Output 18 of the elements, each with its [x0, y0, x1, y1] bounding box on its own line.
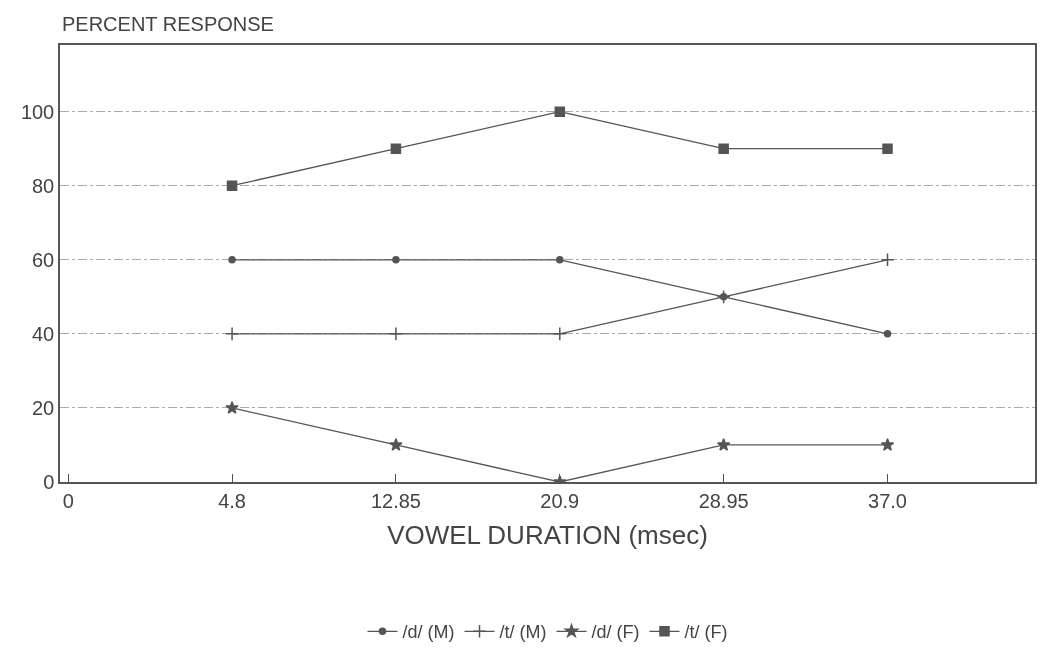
y-axis-title: PERCENT RESPONSE: [62, 13, 274, 35]
x-tick-label: 12.85: [370, 489, 421, 512]
x-tick-label: 0: [62, 489, 74, 512]
y-tick-label: 40: [32, 322, 55, 345]
y-tick-label: 100: [20, 100, 55, 123]
x-axis-title: VOWEL DURATION (msec): [387, 519, 708, 550]
y-tick-label: 80: [32, 174, 55, 197]
x-tick-label: 4.8: [218, 489, 246, 512]
legend-label: /t/ (M): [499, 622, 547, 643]
legend-label: /d/ (M): [402, 622, 455, 643]
y-tick-label: 0: [43, 471, 55, 493]
x-tick-label: 28.95: [698, 489, 749, 512]
y-tick-label: 60: [32, 248, 55, 271]
legend-label: /d/ (F): [591, 622, 640, 643]
legend-label: /t/ (F): [684, 622, 728, 643]
x-tick-label: 20.9: [540, 489, 580, 512]
x-tick-label: 37.0: [868, 489, 907, 512]
y-tick-label: 20: [32, 396, 55, 419]
